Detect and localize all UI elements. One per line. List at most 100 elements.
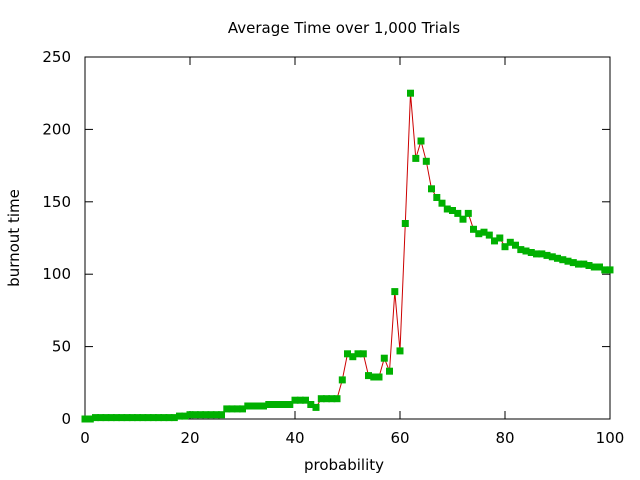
data-point bbox=[207, 411, 215, 419]
data-point bbox=[391, 288, 399, 296]
data-point bbox=[538, 250, 546, 258]
data-point bbox=[134, 414, 141, 422]
data-point bbox=[443, 205, 451, 213]
data-point bbox=[107, 414, 115, 422]
data-point bbox=[239, 405, 246, 413]
data-point bbox=[422, 157, 430, 165]
data-point bbox=[113, 414, 120, 422]
data-point bbox=[407, 89, 414, 97]
data-point bbox=[433, 194, 441, 201]
data-point bbox=[396, 347, 404, 355]
data-point bbox=[260, 402, 267, 410]
data-point bbox=[527, 249, 535, 256]
data-point bbox=[485, 231, 493, 239]
data-point bbox=[564, 257, 572, 265]
data-point bbox=[506, 238, 514, 246]
data-point bbox=[118, 414, 126, 422]
data-point bbox=[165, 414, 173, 422]
y-tick-label: 100 bbox=[42, 265, 71, 283]
data-point bbox=[496, 234, 504, 242]
data-point bbox=[197, 411, 204, 419]
data-point bbox=[365, 372, 372, 380]
data-point bbox=[354, 350, 362, 358]
data-point bbox=[428, 185, 435, 193]
data-point bbox=[149, 414, 157, 422]
data-point bbox=[606, 266, 614, 274]
data-point bbox=[554, 254, 561, 262]
data-point bbox=[181, 412, 189, 420]
axis-ticks bbox=[84, 56, 611, 420]
data-point bbox=[97, 414, 105, 422]
data-point bbox=[317, 395, 325, 403]
x-tick-labels: 0 20 40 60 80 100 bbox=[80, 429, 624, 447]
x-tick-label: 0 bbox=[80, 429, 90, 447]
data-point bbox=[191, 411, 199, 419]
data-point bbox=[254, 402, 262, 410]
data-point bbox=[202, 411, 210, 419]
data-point bbox=[218, 411, 225, 419]
x-tick-label: 60 bbox=[390, 429, 409, 447]
data-point bbox=[338, 376, 346, 384]
data-point bbox=[601, 266, 609, 274]
y-axis-title: burnout time bbox=[5, 189, 23, 287]
y-tick-label: 150 bbox=[42, 193, 71, 211]
data-point bbox=[401, 220, 409, 227]
data-point bbox=[475, 230, 483, 238]
data-point bbox=[480, 228, 488, 236]
data-point bbox=[349, 353, 357, 361]
chart-title: Average Time over 1,000 Trials bbox=[228, 19, 460, 37]
data-point bbox=[128, 414, 136, 422]
data-point bbox=[344, 350, 351, 358]
data-point bbox=[86, 415, 94, 423]
y-tick-label: 250 bbox=[42, 48, 71, 66]
data-point bbox=[585, 262, 593, 269]
data-point bbox=[286, 401, 294, 408]
data-point bbox=[307, 401, 315, 408]
data-point bbox=[291, 396, 299, 404]
data-point bbox=[454, 209, 462, 217]
data-point bbox=[333, 395, 341, 403]
data-point bbox=[81, 415, 89, 423]
data-point bbox=[412, 154, 420, 162]
data-point bbox=[449, 207, 456, 214]
data-point bbox=[386, 367, 393, 375]
data-point bbox=[302, 396, 309, 404]
data-point bbox=[139, 414, 147, 422]
data-point bbox=[265, 401, 273, 408]
data-point bbox=[380, 354, 388, 362]
data-point bbox=[212, 411, 220, 419]
data-point bbox=[244, 402, 252, 410]
data-point bbox=[517, 246, 525, 254]
data-point bbox=[522, 247, 530, 255]
data-point bbox=[228, 405, 236, 413]
x-axis-title: probability bbox=[304, 456, 384, 474]
data-point bbox=[176, 412, 183, 420]
x-tick-label: 40 bbox=[285, 429, 304, 447]
plot-area bbox=[84, 56, 611, 420]
data-point bbox=[596, 263, 603, 271]
data-point bbox=[438, 199, 446, 207]
data-point bbox=[491, 237, 498, 245]
data-point bbox=[102, 414, 110, 422]
data-point bbox=[375, 373, 383, 381]
data-point bbox=[155, 414, 162, 422]
data-point bbox=[417, 137, 425, 145]
data-point bbox=[312, 403, 320, 411]
data-point bbox=[296, 396, 304, 404]
x-tick-label: 100 bbox=[596, 429, 625, 447]
data-point bbox=[160, 414, 168, 422]
data-point bbox=[281, 401, 288, 408]
data-point bbox=[590, 263, 598, 271]
data-point bbox=[249, 402, 257, 410]
data-point bbox=[92, 414, 99, 422]
data-point bbox=[328, 395, 336, 403]
x-tick-label: 80 bbox=[495, 429, 514, 447]
data-point bbox=[359, 350, 367, 358]
data-point bbox=[501, 243, 509, 251]
series-markers bbox=[81, 89, 614, 423]
data-point bbox=[170, 414, 178, 422]
x-tick-label: 20 bbox=[180, 429, 199, 447]
y-tick-label: 200 bbox=[42, 120, 71, 138]
y-tick-labels: 0 50 100 150 200 250 bbox=[42, 48, 71, 428]
